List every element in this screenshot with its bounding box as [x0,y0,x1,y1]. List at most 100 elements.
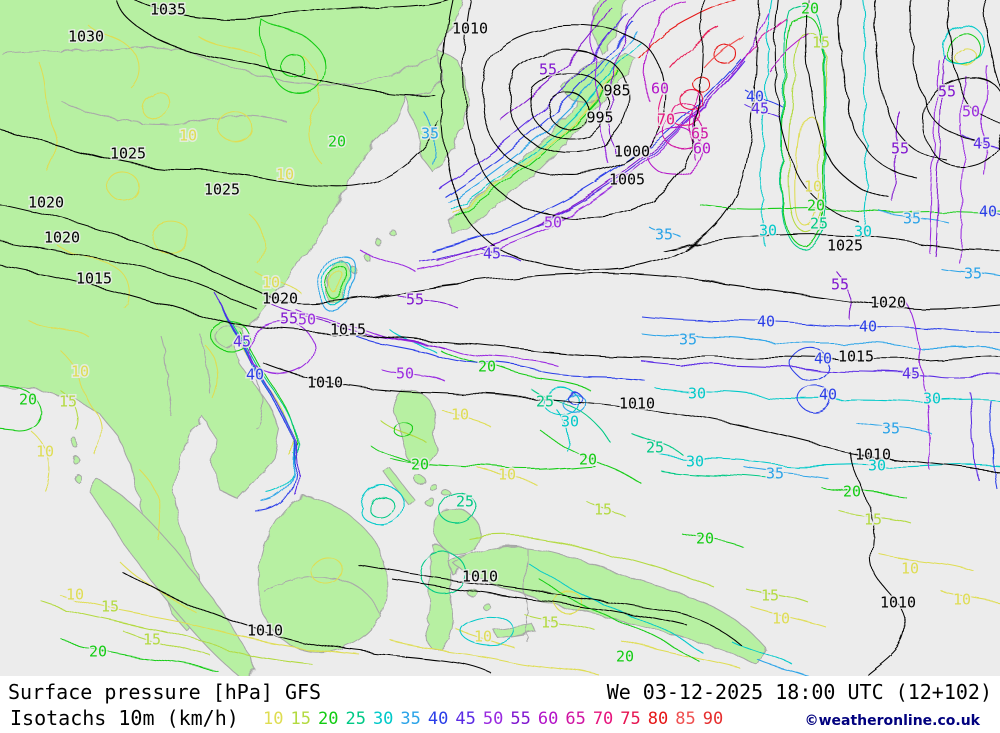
pressure-label: 1015 [330,321,366,339]
pressure-label: 1010 [462,568,498,586]
legend-value-80: 80 [647,709,669,729]
legend-value-40: 40 [427,709,449,729]
wind-speed-label: 55 [406,291,424,309]
legend-value-15: 15 [290,709,311,729]
pressure-label: 1010 [855,446,891,464]
wind-speed-label: 45 [973,135,991,153]
wind-speed-label: 25 [456,493,474,511]
pressure-label: 1025 [827,237,863,255]
wind-speed-label: 10 [179,127,197,145]
border-layer [0,44,526,640]
pressure-label: 1025 [110,145,146,163]
wind-speed-label: 55 [280,310,298,328]
wind-speed-label: 50 [396,365,414,383]
pressure-label: 1005 [609,171,645,189]
pressure-label: 1015 [76,270,112,288]
wind-speed-label: 10 [772,610,790,628]
isotach-color-scale: 10 15 20 25 30 35 40 45 50 55 60 65 70 75 80 85 90 [263,709,723,729]
map-title: Surface pressure [hPa] GFS [8,680,322,704]
wind-speed-label: 40 [859,318,877,336]
isotach-legend-title: Isotachs 10m (km/h) [10,706,239,730]
wind-speed-label: 35 [421,125,439,143]
wind-speed-label: 30 [923,390,941,408]
wind-speed-label: 10 [498,466,516,484]
pressure-label: 1025 [204,181,240,199]
wind-speed-label: 20 [19,391,37,409]
legend-value-85: 85 [675,709,696,729]
legend-value-45: 45 [455,709,476,729]
wind-speed-label: 20 [843,483,861,501]
pressure-label: 985 [603,82,630,100]
wind-speed-label: 10 [804,178,822,196]
forecast-datetime: We 03-12-2025 18:00 UTC (12+102) [606,680,992,704]
legend-value-35: 35 [400,709,421,729]
wind-speed-label: 20 [807,197,825,215]
legend-value-75: 75 [620,709,641,729]
wind-speed-label: 40 [979,203,997,221]
wind-speed-label: 20 [801,0,819,18]
legend-value-60: 60 [537,709,559,729]
legend-value-25: 25 [345,709,366,729]
wind-speed-label: 30 [759,222,777,240]
pressure-label: 1020 [44,229,80,247]
wind-speed-label: 10 [953,591,971,609]
isobar-layer [0,0,1000,676]
legend-value-65: 65 [565,709,586,729]
pressure-label: 1015 [838,348,874,366]
wind-speed-label: 40 [757,313,775,331]
legend-value-30: 30 [372,709,394,729]
pressure-label: 1010 [247,622,283,640]
wind-speed-label: 30 [686,453,704,471]
wind-speed-label: 15 [761,587,779,605]
wind-speed-label: 40 [819,386,837,404]
wind-speed-label: 15 [101,598,119,616]
wind-speed-label: 10 [276,166,294,184]
wind-speed-label: 50 [298,311,316,329]
pressure-label: 995 [586,109,613,127]
wind-speed-label: 45 [483,245,501,263]
wind-speed-label: 60 [651,80,669,98]
legend-value-20: 20 [317,709,339,729]
wind-speed-label: 60 [693,140,711,158]
legend-value-10: 10 [263,709,284,729]
pressure-label: 1010 [307,374,343,392]
pressure-label: 1010 [880,594,916,612]
wind-speed-label: 35 [964,265,982,283]
wind-speed-label: 10 [262,274,280,292]
isotach-layer [0,0,1000,676]
wind-speed-label: 65 [691,125,709,143]
wind-speed-label: 10 [66,586,84,604]
legend-value-55: 55 [510,709,531,729]
wind-speed-label: 40 [814,350,832,368]
legend-value-90: 90 [702,709,724,729]
wind-speed-label: 15 [812,34,830,52]
caption-bar: Surface pressure [hPa] GFS Isotachs 10m … [0,676,1000,733]
pressure-label: 1010 [619,395,655,413]
wind-speed-label: 25 [810,215,828,233]
wind-speed-label: 10 [474,628,492,646]
pressure-label: 1030 [68,28,104,46]
wind-speed-label: 20 [411,456,429,474]
wind-speed-label: 20 [478,358,496,376]
wind-speed-label: 30 [688,385,706,403]
pressure-label: 1020 [870,294,906,312]
wind-speed-label: 10 [36,443,54,461]
wind-speed-label: 15 [541,614,559,632]
wind-speed-label: 45 [902,365,920,383]
wind-speed-label: 35 [882,420,900,438]
wind-speed-label: 25 [536,393,554,411]
wind-speed-label: 55 [539,61,557,79]
copyright-link[interactable]: ©weatheronline.co.uk [804,713,980,729]
wind-speed-label: 30 [561,413,579,431]
legend-value-70: 70 [592,709,614,729]
legend-value-50: 50 [482,709,504,729]
wind-speed-label: 55 [831,276,849,294]
wind-speed-label: 40 [246,366,264,384]
land-layer [0,0,765,676]
map-canvas: 1035 1030 1025 1025 1020 1020 1015 1010 985 995 10… [0,0,1000,676]
weather-map-svg: 1035103010251025102010201015101098599510… [0,0,1000,676]
wind-speed-label: 15 [59,393,77,411]
wind-speed-label: 10 [901,560,919,578]
pressure-label: 1000 [614,143,650,161]
wind-speed-label: 20 [89,643,107,661]
